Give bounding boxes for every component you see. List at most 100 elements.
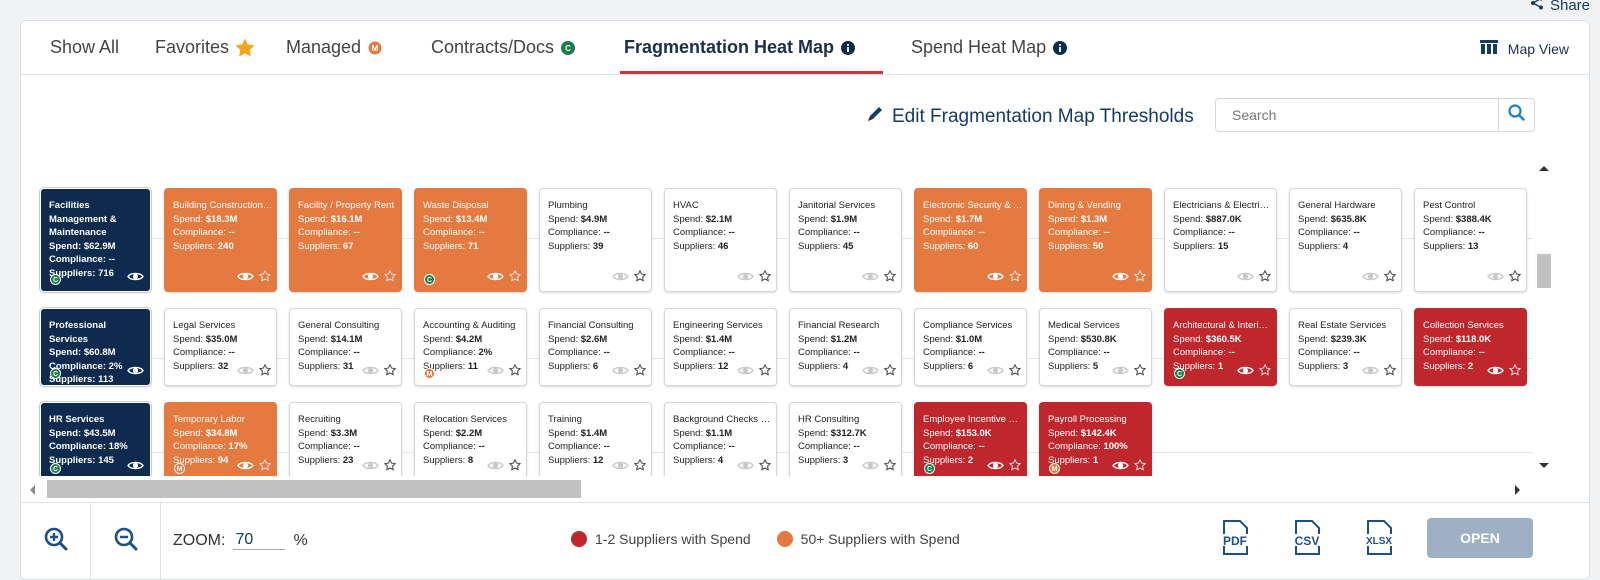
zoom-out-button[interactable]	[91, 503, 161, 579]
tab-managed[interactable]: Managed M	[286, 37, 383, 58]
eye-icon[interactable]	[737, 365, 754, 381]
eye-icon[interactable]	[1112, 365, 1129, 381]
eye-icon[interactable]	[737, 460, 754, 476]
eye-icon[interactable]	[127, 271, 144, 287]
map-view-button[interactable]: Map View	[1479, 40, 1569, 57]
eye-icon[interactable]	[237, 365, 254, 381]
favorite-star-icon[interactable]	[1133, 363, 1147, 381]
zoom-input[interactable]	[233, 531, 286, 550]
subcategory-tile[interactable]: Temporary Labor Spend: $34.8M Compliance: …	[164, 402, 277, 476]
subcategory-tile[interactable]: Real Estate Services Spend: $239.3K Compli…	[1289, 308, 1402, 386]
eye-icon[interactable]	[862, 460, 879, 476]
subcategory-tile[interactable]: Engineering Services Spend: $1.4M Complian…	[664, 308, 777, 386]
eye-icon[interactable]	[1237, 271, 1254, 287]
favorite-star-icon[interactable]	[1383, 363, 1397, 381]
export-xlsx-button[interactable]: XLSX	[1362, 520, 1396, 561]
eye-icon[interactable]	[1487, 271, 1504, 287]
zoom-in-button[interactable]	[21, 503, 91, 579]
subcategory-tile[interactable]: Training Spend: $1.4M Compliance: -- Suppli…	[539, 402, 652, 476]
eye-icon[interactable]	[612, 271, 629, 287]
favorite-star-icon[interactable]	[508, 269, 522, 287]
subcategory-tile[interactable]: Electronic Security & A... Spend: $1.7M Co…	[914, 188, 1027, 292]
favorite-star-icon[interactable]	[258, 458, 272, 476]
subcategory-tile[interactable]: HR Consulting Spend: $312.7K Compliance: -…	[789, 402, 902, 476]
favorite-star-icon[interactable]	[1008, 269, 1022, 287]
favorite-star-icon[interactable]	[633, 269, 647, 287]
favorite-star-icon[interactable]	[883, 458, 897, 476]
subcategory-tile[interactable]: Building Construction ... Spend: $18.3M Co…	[164, 188, 277, 292]
subcategory-tile[interactable]: General Consulting Spend: $14.1M Complianc…	[289, 308, 402, 386]
favorite-star-icon[interactable]	[508, 363, 522, 381]
favorite-star-icon[interactable]	[1008, 458, 1022, 476]
subcategory-tile[interactable]: Financial Research Spend: $1.2M Compliance…	[789, 308, 902, 386]
favorite-star-icon[interactable]	[883, 363, 897, 381]
subcategory-tile[interactable]: Architectural & Interior... Spend: $360.5…	[1164, 308, 1277, 386]
favorite-star-icon[interactable]	[258, 269, 272, 287]
favorite-star-icon[interactable]	[1508, 363, 1522, 381]
subcategory-tile[interactable]: Payroll Processing Spend: $142.4K Complian…	[1039, 402, 1152, 476]
eye-icon[interactable]	[862, 365, 879, 381]
favorite-star-icon[interactable]	[758, 269, 772, 287]
favorite-star-icon[interactable]	[383, 269, 397, 287]
favorite-star-icon[interactable]	[1133, 458, 1147, 476]
subcategory-tile[interactable]: Accounting & Auditing Spend: $4.2M Complia…	[414, 308, 527, 386]
info-icon[interactable]	[840, 40, 856, 56]
favorite-star-icon[interactable]	[1258, 269, 1272, 287]
eye-icon[interactable]	[127, 365, 144, 381]
favorite-star-icon[interactable]	[383, 458, 397, 476]
tab-contracts-docs[interactable]: Contracts/Docs C	[431, 37, 576, 58]
eye-icon[interactable]	[362, 460, 379, 476]
favorite-star-icon[interactable]	[633, 458, 647, 476]
eye-icon[interactable]	[987, 460, 1004, 476]
subcategory-tile[interactable]: General Hardware Spend: $635.8K Compliance…	[1289, 188, 1402, 292]
eye-icon[interactable]	[612, 460, 629, 476]
eye-icon[interactable]	[362, 365, 379, 381]
subcategory-tile[interactable]: Legal Services Spend: $35.0M Compliance: -…	[164, 308, 277, 386]
favorite-star-icon[interactable]	[1133, 269, 1147, 287]
favorite-star-icon[interactable]	[758, 458, 772, 476]
subcategory-tile[interactable]: Medical Services Spend: $530.8K Compliance…	[1039, 308, 1152, 386]
subcategory-tile[interactable]: Background Checks & ... Spend: $1.1M Compl…	[664, 402, 777, 476]
subcategory-tile[interactable]: Dining & Vending Spend: $1.3M Compliance: …	[1039, 188, 1152, 292]
eye-icon[interactable]	[487, 365, 504, 381]
eye-icon[interactable]	[1112, 271, 1129, 287]
subcategory-tile[interactable]: Facility / Property Rent Spend: $16.1M Com…	[289, 188, 402, 292]
eye-icon[interactable]	[487, 460, 504, 476]
subcategory-tile[interactable]: Relocation Services Spend: $2.2M Complianc…	[414, 402, 527, 476]
subcategory-tile[interactable]: Janitorial Services Spend: $1.9M Complianc…	[789, 188, 902, 292]
subcategory-tile[interactable]: Pest Control Spend: $388.4K Compliance: --…	[1414, 188, 1527, 292]
subcategory-tile[interactable]: Compliance Services Spend: $1.0M Complianc…	[914, 308, 1027, 386]
eye-icon[interactable]	[127, 460, 144, 476]
favorite-star-icon[interactable]	[258, 363, 272, 381]
search-input[interactable]	[1216, 99, 1496, 131]
tab-favorites[interactable]: Favorites	[155, 37, 255, 58]
eye-icon[interactable]	[987, 365, 1004, 381]
eye-icon[interactable]	[862, 271, 879, 287]
export-pdf-button[interactable]: PDF	[1219, 520, 1251, 561]
subcategory-tile[interactable]: Plumbing Spend: $4.9M Compliance: -- Suppli…	[539, 188, 652, 292]
eye-icon[interactable]	[612, 365, 629, 381]
favorite-star-icon[interactable]	[1008, 363, 1022, 381]
export-csv-button[interactable]: CSV	[1291, 520, 1323, 561]
favorite-star-icon[interactable]	[1508, 269, 1522, 287]
eye-icon[interactable]	[1112, 460, 1129, 476]
subcategory-tile[interactable]: Employee Incentive Pr... Spend: $153.0K Co…	[914, 402, 1027, 476]
info-icon[interactable]	[1052, 40, 1068, 56]
eye-icon[interactable]	[237, 460, 254, 476]
category-tile[interactable]: Professional Services Spend: $60.8M Compli…	[39, 307, 152, 387]
vertical-scrollbar[interactable]	[1534, 158, 1554, 476]
tab-show-all[interactable]: Show All	[50, 37, 119, 58]
eye-icon[interactable]	[237, 271, 254, 287]
eye-icon[interactable]	[1237, 365, 1254, 381]
eye-icon[interactable]	[362, 271, 379, 287]
subcategory-tile[interactable]: HVAC Spend: $2.1M Compliance: -- Suppliers:…	[664, 188, 777, 292]
eye-icon[interactable]	[1362, 365, 1379, 381]
tab-fragmentation-heat-map[interactable]: Fragmentation Heat Map	[624, 37, 856, 58]
favorite-star-icon[interactable]	[758, 363, 772, 381]
subcategory-tile[interactable]: Waste Disposal Spend: $13.4M Compliance: -…	[414, 188, 527, 292]
eye-icon[interactable]	[487, 271, 504, 287]
favorite-star-icon[interactable]	[1383, 269, 1397, 287]
eye-icon[interactable]	[987, 271, 1004, 287]
share-button[interactable]: Share	[1530, 0, 1590, 14]
subcategory-tile[interactable]: Collection Services Spend: $118.0K Complia…	[1414, 308, 1527, 386]
